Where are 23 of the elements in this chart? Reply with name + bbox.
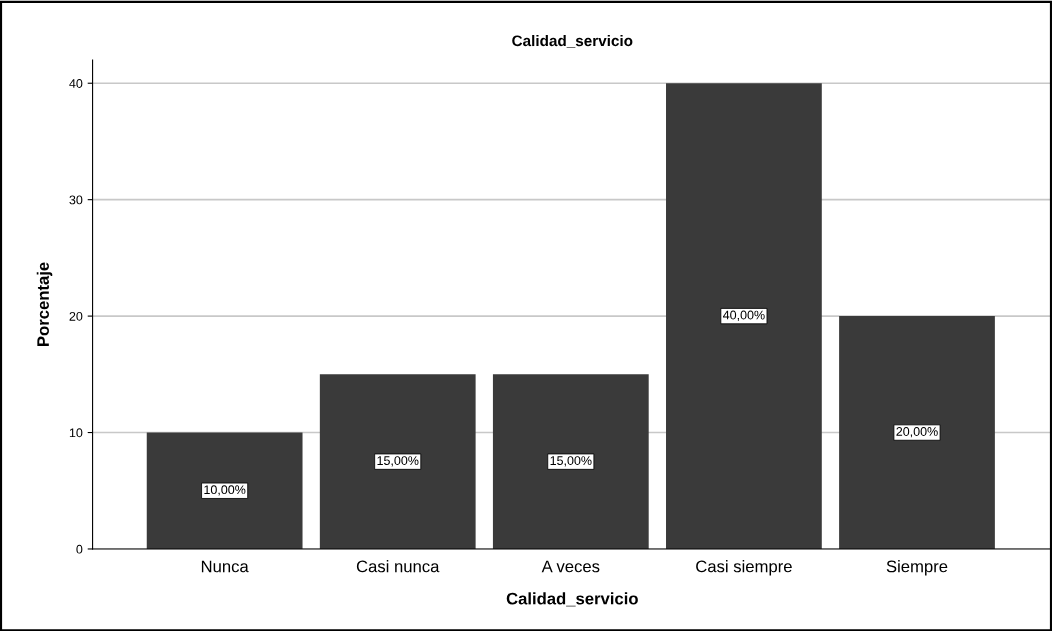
x-axis-title: Calidad_servicio bbox=[506, 592, 638, 607]
bar bbox=[666, 83, 822, 549]
y-axis-title: Porcentaje bbox=[36, 262, 53, 346]
y-tick-label: 20 bbox=[69, 311, 83, 321]
x-tick-label: A veces bbox=[541, 560, 600, 573]
y-tick-label: 10 bbox=[69, 428, 83, 438]
chart-title: Calidad_servicio bbox=[512, 34, 633, 48]
data-label: 15,00% bbox=[550, 456, 592, 467]
x-tick-label: Casi nunca bbox=[356, 560, 440, 573]
bar bbox=[319, 374, 476, 549]
data-label: 15,00% bbox=[377, 456, 419, 467]
y-tick-label: 30 bbox=[69, 195, 83, 205]
bar bbox=[146, 432, 303, 549]
y-tick-label: 40 bbox=[69, 79, 83, 88]
data-label: 20,00% bbox=[896, 427, 938, 438]
bar bbox=[492, 374, 649, 549]
data-label: 40,00% bbox=[723, 310, 765, 321]
x-tick-label: Siempre bbox=[886, 560, 948, 576]
x-tick-label: Nunca bbox=[201, 560, 249, 573]
x-tick-label: Casi siempre bbox=[696, 560, 792, 576]
bar bbox=[839, 316, 995, 549]
y-tick-label: 0 bbox=[76, 544, 83, 554]
data-label: 10,00% bbox=[204, 485, 246, 496]
